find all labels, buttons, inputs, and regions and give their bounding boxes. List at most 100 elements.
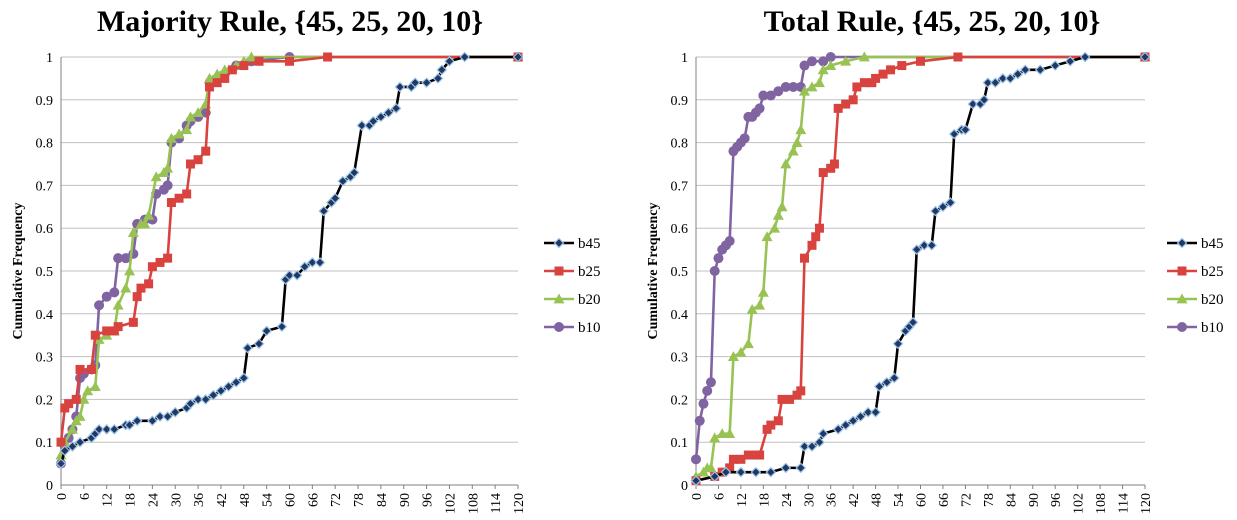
- data-point: [754, 299, 766, 310]
- data-point: [182, 189, 192, 199]
- series-line-b20: [695, 55, 1145, 478]
- data-point: [788, 81, 799, 92]
- data-point: [162, 162, 174, 173]
- data-point: [948, 128, 960, 140]
- data-point: [709, 471, 721, 482]
- x-tick-label: 36: [192, 493, 207, 507]
- data-point: [916, 56, 925, 66]
- data-point: [945, 197, 956, 208]
- data-point: [166, 198, 176, 208]
- legend-item-b20: b20: [544, 292, 601, 308]
- y-tick-label: 0.4: [671, 308, 689, 323]
- data-point: [716, 428, 728, 439]
- data-point: [242, 342, 253, 354]
- data-point: [937, 201, 949, 213]
- data-point: [150, 171, 162, 182]
- data-point: [754, 103, 765, 114]
- data-point: [833, 103, 843, 113]
- x-tick-label: 72: [329, 493, 344, 507]
- data-point: [862, 406, 874, 418]
- series-b45: [690, 51, 1151, 487]
- x-tick-label: 18: [757, 493, 772, 507]
- y-tick-label: 0.7: [36, 179, 54, 194]
- y-tick-label: 0.3: [671, 351, 689, 366]
- data-point: [892, 338, 904, 350]
- data-point: [813, 77, 825, 88]
- data-point: [765, 466, 777, 478]
- y-tick-label: 0.5: [671, 265, 689, 280]
- data-point: [185, 159, 195, 169]
- data-point: [71, 394, 81, 404]
- x-tick-label: 114: [1117, 493, 1132, 513]
- data-point: [728, 454, 738, 464]
- data-point: [89, 381, 101, 391]
- data-point: [136, 283, 146, 293]
- data-point: [212, 78, 222, 88]
- data-point: [1139, 51, 1151, 63]
- data-point: [245, 51, 257, 62]
- legend-item-b25: b25: [544, 264, 601, 280]
- x-tick-label: 36: [825, 493, 840, 507]
- data-point: [800, 253, 810, 263]
- data-point: [873, 381, 885, 392]
- data-point: [785, 394, 795, 404]
- data-point: [318, 205, 330, 217]
- legend-label: b45: [1201, 236, 1224, 252]
- series-b25: [56, 52, 523, 447]
- data-point: [817, 428, 829, 439]
- data-point: [174, 193, 184, 203]
- x-tick-label: 108: [466, 493, 481, 514]
- data-point: [512, 51, 524, 63]
- data-point: [1064, 55, 1076, 67]
- data-point: [459, 51, 471, 63]
- x-tick-label: 96: [1049, 493, 1064, 507]
- data-point: [705, 377, 716, 388]
- y-tick-label: 1: [46, 51, 53, 66]
- data-point: [780, 81, 791, 92]
- data-point: [780, 158, 792, 169]
- legend-marker: [1177, 266, 1187, 276]
- x-tick-label: 78: [352, 493, 367, 507]
- series-b10: [56, 52, 523, 469]
- data-point: [1019, 64, 1031, 76]
- data-point: [735, 466, 747, 478]
- data-point: [181, 124, 193, 135]
- data-point: [725, 463, 735, 473]
- data-point: [101, 291, 112, 302]
- data-point: [766, 420, 776, 430]
- data-point: [165, 132, 177, 143]
- legend-item-b45: b45: [1167, 236, 1224, 252]
- data-point: [806, 441, 818, 452]
- data-point: [825, 52, 836, 62]
- data-point: [113, 253, 124, 264]
- y-tick-label: 0.1: [671, 436, 689, 451]
- data-point: [102, 326, 112, 336]
- data-point: [705, 462, 717, 473]
- y-tick-label: 0.7: [671, 179, 689, 194]
- data-point: [444, 55, 455, 67]
- series-b20: [690, 51, 1151, 481]
- data-point: [147, 415, 158, 427]
- data-point: [436, 64, 448, 76]
- data-point: [109, 287, 120, 298]
- data-point: [120, 282, 132, 293]
- x-tick-label: 42: [215, 493, 230, 507]
- data-point: [795, 124, 807, 135]
- data-point: [772, 209, 784, 220]
- legend-label: b10: [1201, 320, 1224, 336]
- legend-item-b10: b10: [1167, 320, 1224, 336]
- data-point: [814, 436, 825, 448]
- y-tick-label: 0.5: [36, 265, 54, 280]
- data-point: [1079, 51, 1091, 63]
- series-b10: [691, 52, 1150, 465]
- data-point: [871, 73, 881, 83]
- data-point: [200, 394, 212, 405]
- x-tick-label: 54: [261, 493, 276, 507]
- data-point: [840, 55, 852, 66]
- x-tick-label: 18: [124, 493, 139, 507]
- legend-item-b20: b20: [1167, 292, 1224, 308]
- data-point: [185, 398, 196, 410]
- data-point: [848, 95, 858, 105]
- x-tick-label: 78: [982, 493, 997, 507]
